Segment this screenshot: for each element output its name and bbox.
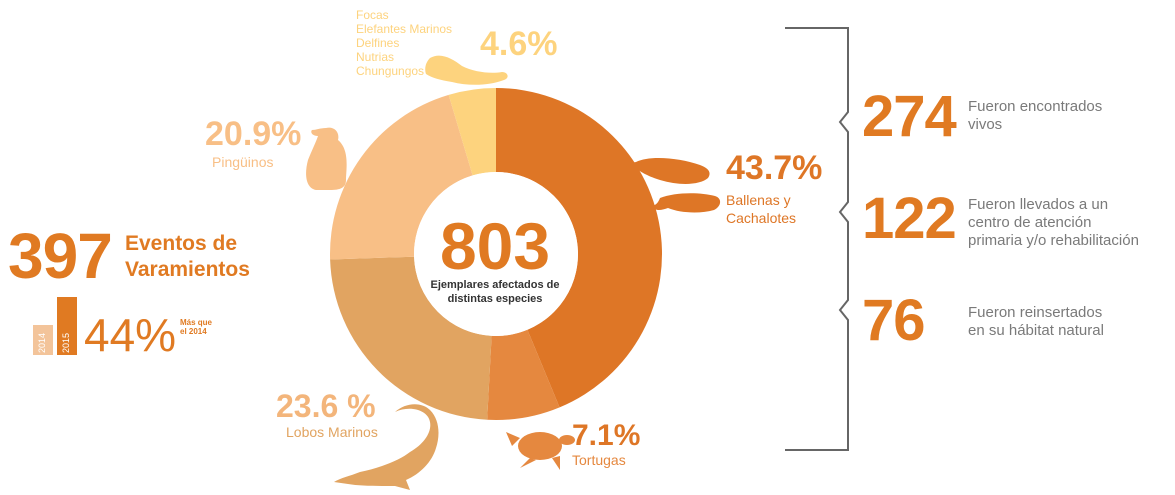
slice-tortugas [487, 329, 560, 421]
focas-label-item: Delfines [356, 36, 400, 50]
penguin-icon [306, 127, 347, 190]
increase-note-line1: Más que [180, 318, 213, 327]
ballenas-percent: 43.7% [726, 149, 823, 187]
lobos-percent: 23.6 % [276, 388, 376, 424]
slice-pinguinos [330, 94, 473, 260]
focas-label-item: Elefantes Marinos [356, 22, 453, 36]
sea-lion-icon [334, 404, 439, 490]
center-total: 803 Ejemplares afectados de distintas es… [405, 209, 585, 306]
bracket [785, 27, 849, 451]
bar-2015-label: 2015 [61, 332, 71, 353]
pinguinos-label: Pingüinos [212, 154, 274, 170]
sperm-whale-icon [652, 193, 721, 213]
stat-released-line1: Fueron reinsertados [968, 304, 1103, 321]
focas-label-item: Nutrias [356, 50, 395, 64]
donut-hole [414, 172, 578, 336]
ballenas-label-line1: Ballenas y [726, 192, 791, 208]
stat-alive-number: 274 [862, 84, 957, 149]
center-number: 803 [439, 209, 551, 283]
bar-2015: 2015 [57, 297, 77, 355]
stat-rehab-line3: primaria y/o rehabilitación [968, 232, 1139, 249]
increase-percent: 44% [84, 309, 177, 361]
pinguinos-percent: 20.9% [205, 115, 302, 153]
slice-focas [448, 88, 496, 176]
increase-note-line2: el 2014 [180, 327, 207, 336]
ballenas-label-line2: Cachalotes [726, 210, 797, 226]
stat-rehab-line2: centro de atención [968, 214, 1092, 231]
seal-icon [425, 55, 508, 85]
bar-2014: 2014 [33, 325, 53, 355]
slice-ballenas [496, 88, 662, 408]
stat-alive-line2: vivos [968, 116, 1003, 133]
turtle-icon [506, 432, 575, 470]
stat-alive-line1: Fueron encontrados [968, 98, 1103, 115]
stat-released-line2: en su hábitat natural [968, 322, 1104, 339]
stat-rehab-number: 122 [862, 186, 957, 251]
center-caption-line2: distintas especies [447, 293, 543, 305]
bar-2014-label: 2014 [37, 332, 47, 353]
slice-lobos [330, 256, 492, 420]
tortugas-label: Tortugas [572, 452, 626, 468]
whale-icon [625, 158, 710, 184]
focas-percent: 4.6% [480, 25, 558, 63]
events-title-line2: Varamientos [125, 258, 250, 281]
stat-released-number: 76 [862, 288, 926, 353]
tortugas-percent: 7.1% [572, 419, 641, 452]
events-number: 397 [8, 220, 113, 292]
events-title-line1: Eventos de [125, 232, 238, 255]
center-caption-line1: Ejemplares afectados de [430, 279, 560, 291]
focas-label-item: Focas [356, 8, 389, 22]
lobos-label: Lobos Marinos [286, 424, 378, 440]
focas-label-list: Focas Elefantes Marinos Delfines Nutrias… [356, 8, 452, 78]
stat-rehab-line1: Fueron llevados a un [968, 196, 1109, 213]
focas-label-item: Chungungos [356, 64, 425, 78]
